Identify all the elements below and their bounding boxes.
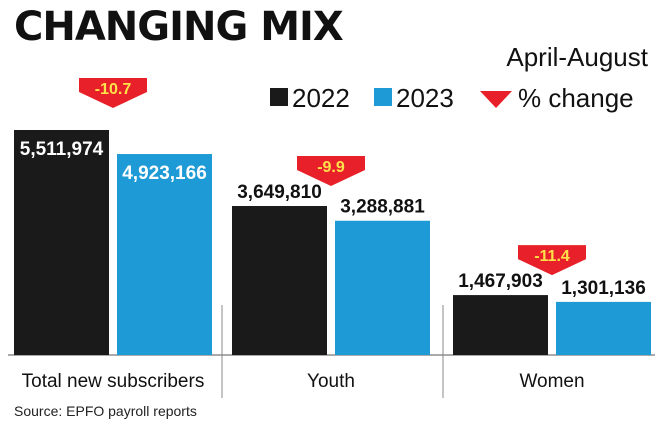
legend-change-title: April-August [506, 42, 648, 72]
plot-area: 5,511,974 4,923,166 Total new subscribers -… [8, 78, 655, 398]
bar-2023-total-new-subscribers [117, 154, 212, 355]
legend-label-2023: 2023 [396, 83, 454, 113]
legend-swatch-2023 [374, 88, 392, 106]
category-label-youth: Youth [307, 371, 355, 392]
source-note: Source: EPFO payroll reports [14, 403, 197, 419]
change-label-women: -11.4 [534, 248, 570, 265]
change-label-youth: -9.9 [317, 159, 345, 176]
value-label-2023-total-new-subscribers: 4,923,166 [122, 163, 207, 184]
value-label-2022-women: 1,467,903 [458, 271, 543, 292]
legend-down-arrow-icon [480, 91, 512, 108]
chart-title: CHANGING MIX [14, 4, 344, 50]
value-label-2022-total-new-subscribers: 5,511,974 [20, 139, 104, 160]
legend-change-label: % change [518, 83, 634, 113]
change-arrow-youth [297, 156, 365, 187]
category-label-women: Women [519, 371, 584, 392]
bar-2023-women [556, 301, 651, 355]
legend: April-August 2022 2023 % change [270, 42, 649, 113]
bar-2022-youth [232, 206, 327, 355]
bar-2022-total-new-subscribers [14, 130, 109, 355]
bar-2022-women [453, 295, 548, 355]
change-arrow-total-new-subscribers [79, 78, 147, 108]
legend-label-2022: 2022 [292, 83, 350, 113]
change-arrow-women [518, 245, 586, 276]
change-label-total-new-subscribers: -10.7 [95, 81, 132, 98]
value-label-2023-youth: 3,288,881 [340, 197, 425, 218]
value-label-2022-youth: 3,649,810 [237, 182, 322, 203]
legend-swatch-2022 [270, 88, 288, 106]
value-label-2023-women: 1,301,136 [561, 278, 646, 299]
bar-2023-youth [335, 220, 430, 355]
category-label-total-new-subscribers: Total new subscribers [22, 371, 205, 392]
